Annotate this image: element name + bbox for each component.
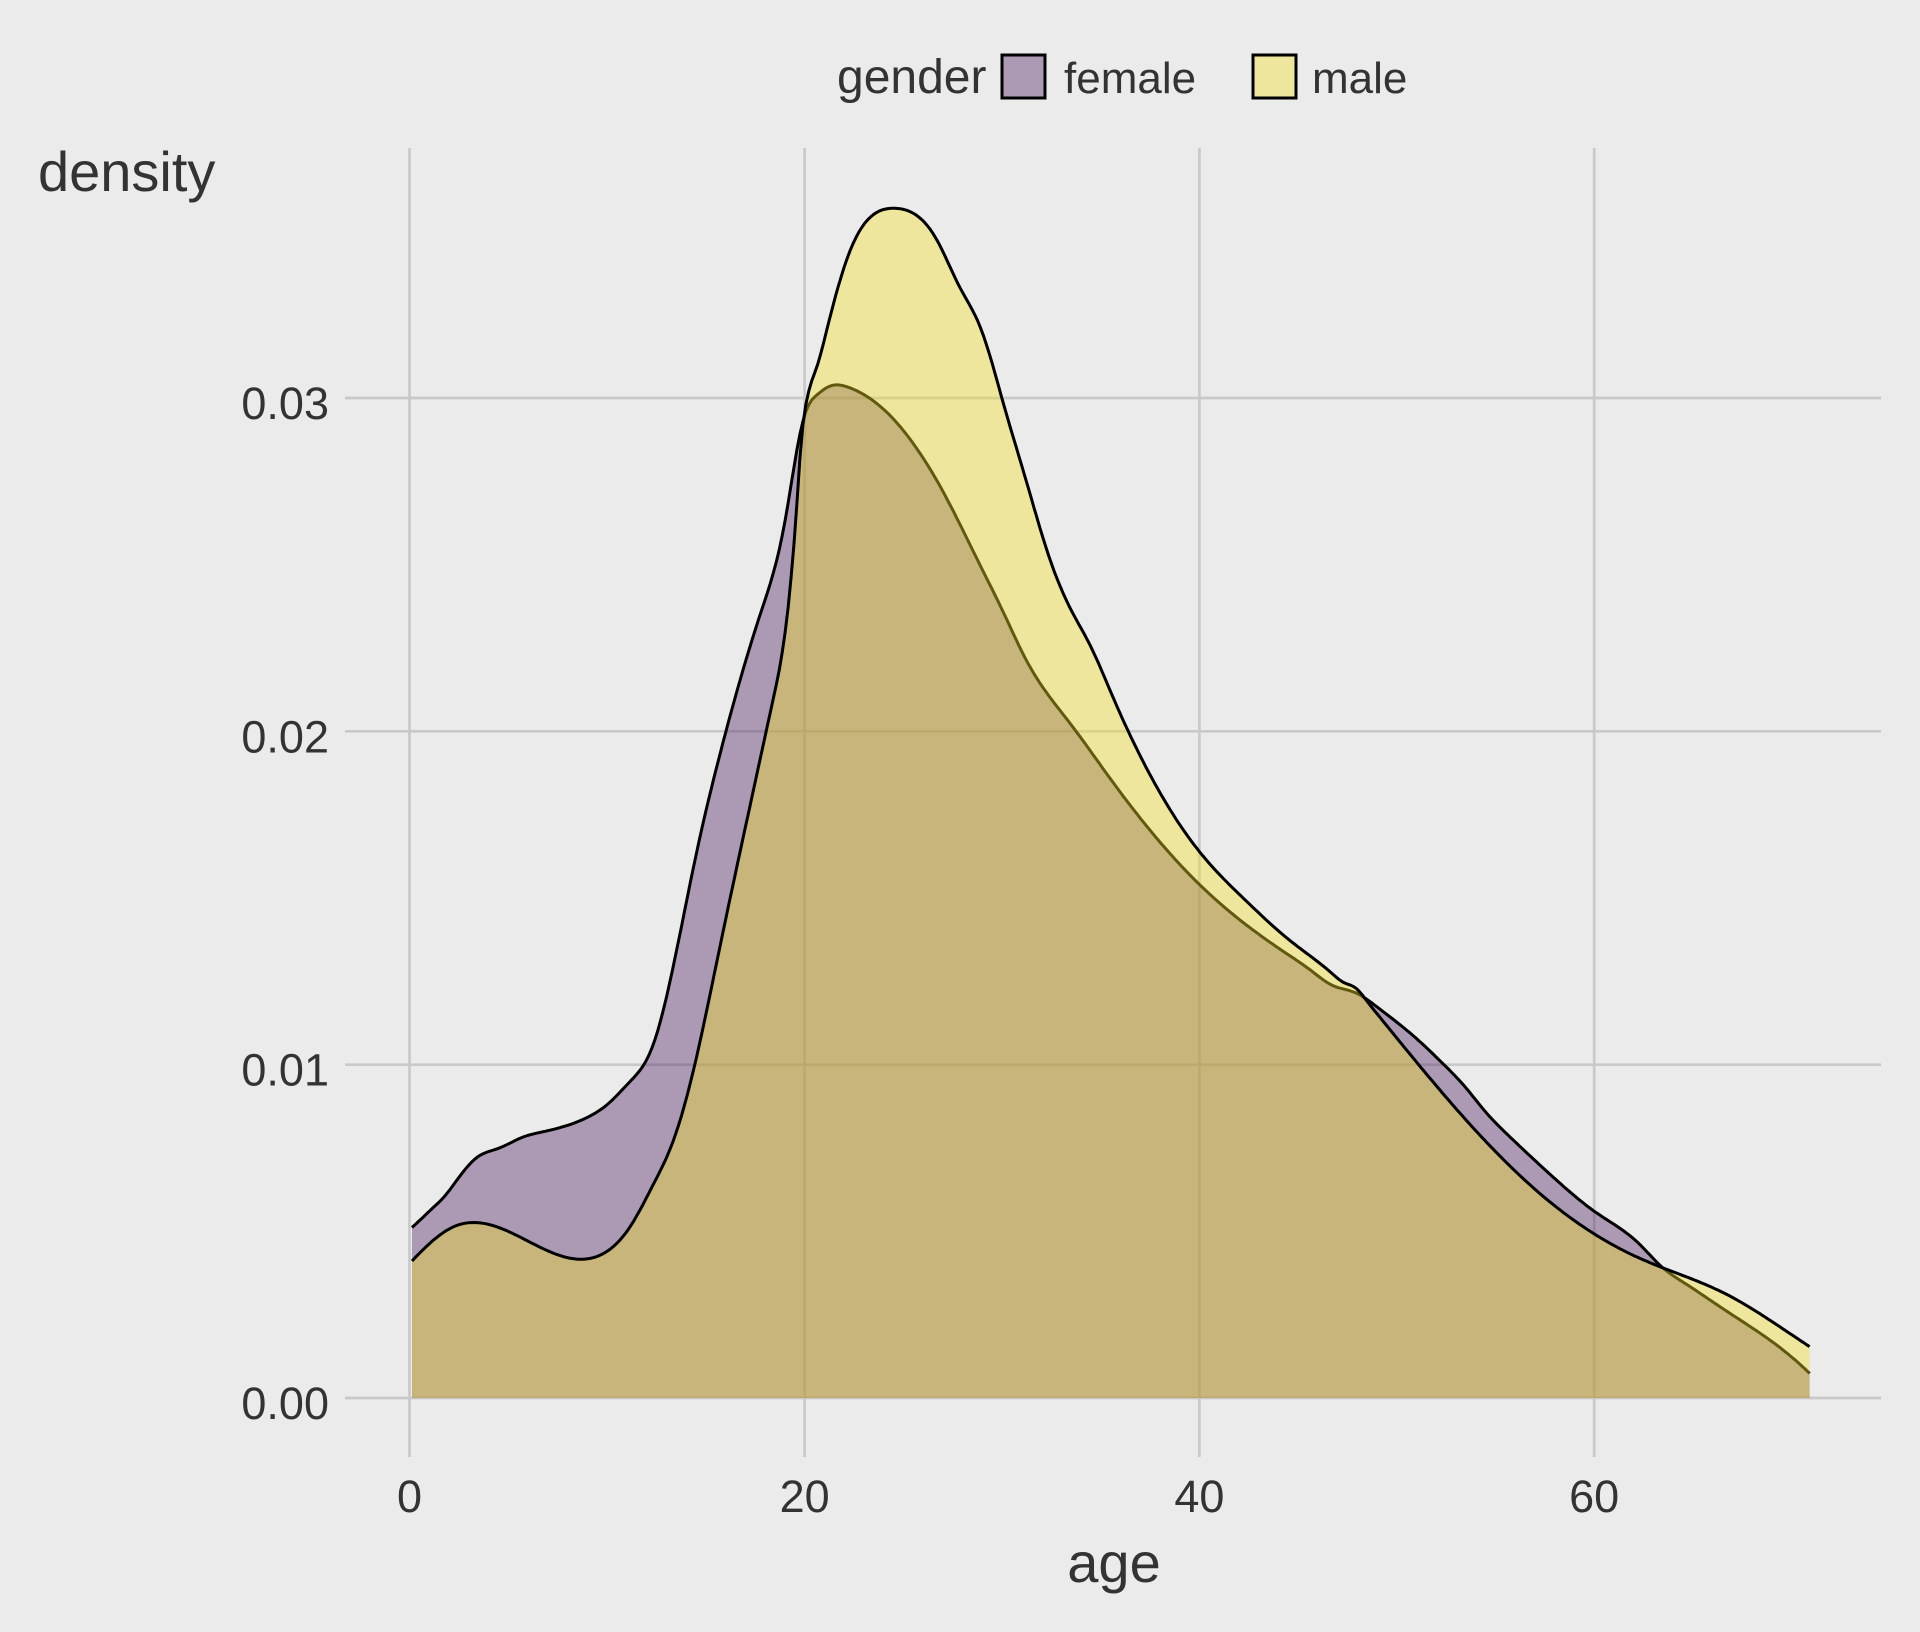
svg-text:60: 60 (1569, 1471, 1619, 1522)
svg-text:female: female (1064, 54, 1196, 103)
svg-text:gender: gender (837, 51, 986, 104)
svg-text:age: age (1067, 1531, 1160, 1594)
svg-text:male: male (1312, 54, 1407, 103)
svg-text:density: density (38, 140, 215, 203)
svg-text:40: 40 (1174, 1471, 1224, 1522)
svg-text:0.01: 0.01 (241, 1045, 329, 1096)
svg-text:20: 20 (780, 1471, 830, 1522)
svg-text:0: 0 (397, 1471, 422, 1522)
svg-text:0.02: 0.02 (241, 711, 329, 762)
svg-text:0.03: 0.03 (241, 378, 329, 429)
svg-text:0.00: 0.00 (241, 1378, 329, 1429)
